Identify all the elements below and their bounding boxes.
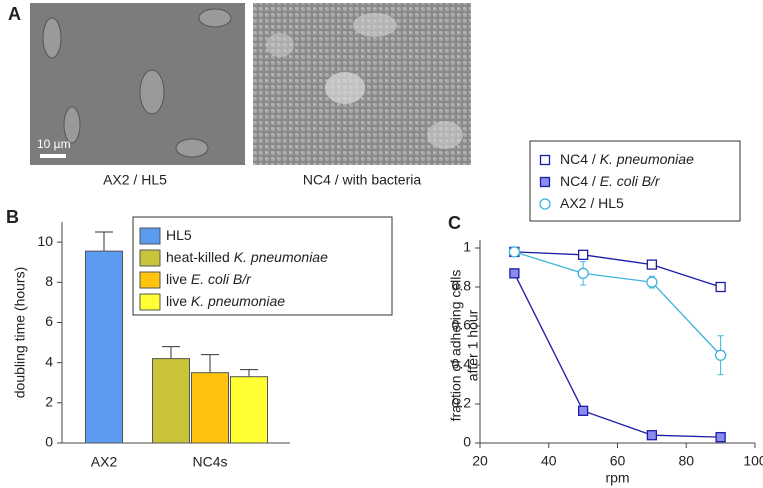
x-tick-label: 100 [743, 453, 763, 469]
image-caption: AX2 / HL5 [103, 172, 167, 188]
marker [646, 259, 658, 270]
marker [715, 431, 726, 443]
image-left [30, 3, 245, 165]
y-tick-label: 6 [45, 313, 53, 329]
legend-marker [539, 198, 551, 210]
legend-box [132, 216, 393, 316]
x-tick-label: AX2 [91, 454, 118, 470]
y-tick-label: 10 [37, 233, 53, 249]
legend-swatch [139, 293, 161, 311]
y-tick-label: 0.2 [452, 395, 472, 411]
legend-label: HL5 [166, 227, 192, 243]
legend-marker [539, 176, 551, 188]
panel-label: C [448, 213, 461, 233]
marker [577, 405, 589, 416]
legend-label: live E. coli B/r [166, 271, 252, 287]
x-tick-label: NC4s [192, 454, 227, 470]
y-tick-label: 1 [463, 239, 471, 255]
bar [85, 250, 123, 444]
scale-bar-label: 10 µm [37, 137, 71, 151]
marker [508, 246, 521, 258]
legend-label: live K. pneumoniae [166, 293, 285, 309]
x-tick-label: 60 [610, 453, 626, 469]
legend-label: AX2 / HL5 [560, 195, 624, 211]
y-tick-label: 8 [45, 273, 53, 289]
bar [191, 372, 229, 444]
y-tick-label: 0.8 [452, 278, 472, 294]
marker [714, 349, 727, 361]
bar [152, 358, 190, 444]
image-caption: NC4 / with bacteria [303, 172, 421, 188]
legend-box [529, 140, 741, 222]
y-tick-label: 0.6 [452, 317, 472, 333]
legend-swatch [139, 249, 161, 267]
marker [577, 267, 589, 280]
bar [230, 376, 268, 444]
x-tick-label: 40 [541, 453, 557, 469]
y-axis-label: after 1 hour [465, 309, 481, 381]
marker [577, 249, 589, 260]
image-right [253, 3, 471, 165]
legend-marker [539, 154, 551, 166]
y-axis-label: fraction of adhering cells [448, 270, 464, 422]
legend-label: NC4 / E. coli B/r [560, 173, 661, 189]
series-line [514, 251, 721, 288]
y-tick-label: 0.4 [452, 356, 472, 372]
y-tick-label: 4 [45, 353, 53, 369]
series-line [513, 273, 721, 438]
y-axis-label: doubling time (hours) [12, 267, 28, 399]
legend-label: NC4 / K. pneumoniae [560, 151, 694, 167]
marker [509, 268, 520, 279]
panel-label: B [6, 207, 19, 227]
series-line [514, 251, 722, 356]
panel-label: A [8, 4, 21, 24]
legend-label: heat-killed K. pneumoniae [166, 249, 328, 265]
marker [646, 276, 658, 288]
y-tick-label: 0 [45, 434, 53, 450]
y-tick-label: 2 [45, 394, 53, 410]
marker [715, 281, 726, 293]
y-tick-label: 0 [463, 434, 471, 450]
marker [646, 430, 658, 441]
legend-swatch [139, 227, 161, 245]
legend-swatch [139, 271, 161, 289]
x-axis-label: rpm [605, 470, 629, 486]
x-tick-label: 80 [678, 453, 694, 469]
x-tick-label: 20 [472, 453, 488, 469]
